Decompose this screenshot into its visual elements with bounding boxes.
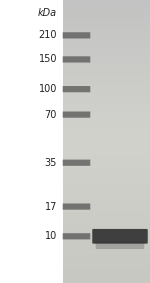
- Text: 100: 100: [39, 84, 57, 94]
- Text: kDa: kDa: [38, 8, 57, 18]
- Text: 17: 17: [45, 201, 57, 212]
- Text: 10: 10: [45, 231, 57, 241]
- FancyBboxPatch shape: [92, 229, 148, 244]
- Text: 210: 210: [39, 30, 57, 40]
- FancyBboxPatch shape: [63, 160, 90, 166]
- FancyBboxPatch shape: [63, 86, 90, 92]
- Text: 70: 70: [45, 110, 57, 120]
- FancyBboxPatch shape: [63, 56, 90, 63]
- Bar: [0, 0, 63, 283]
- FancyBboxPatch shape: [63, 32, 90, 38]
- FancyBboxPatch shape: [96, 242, 144, 249]
- FancyBboxPatch shape: [63, 203, 90, 210]
- Text: 35: 35: [45, 158, 57, 168]
- Text: 150: 150: [39, 54, 57, 65]
- FancyBboxPatch shape: [63, 233, 90, 239]
- FancyBboxPatch shape: [63, 112, 90, 118]
